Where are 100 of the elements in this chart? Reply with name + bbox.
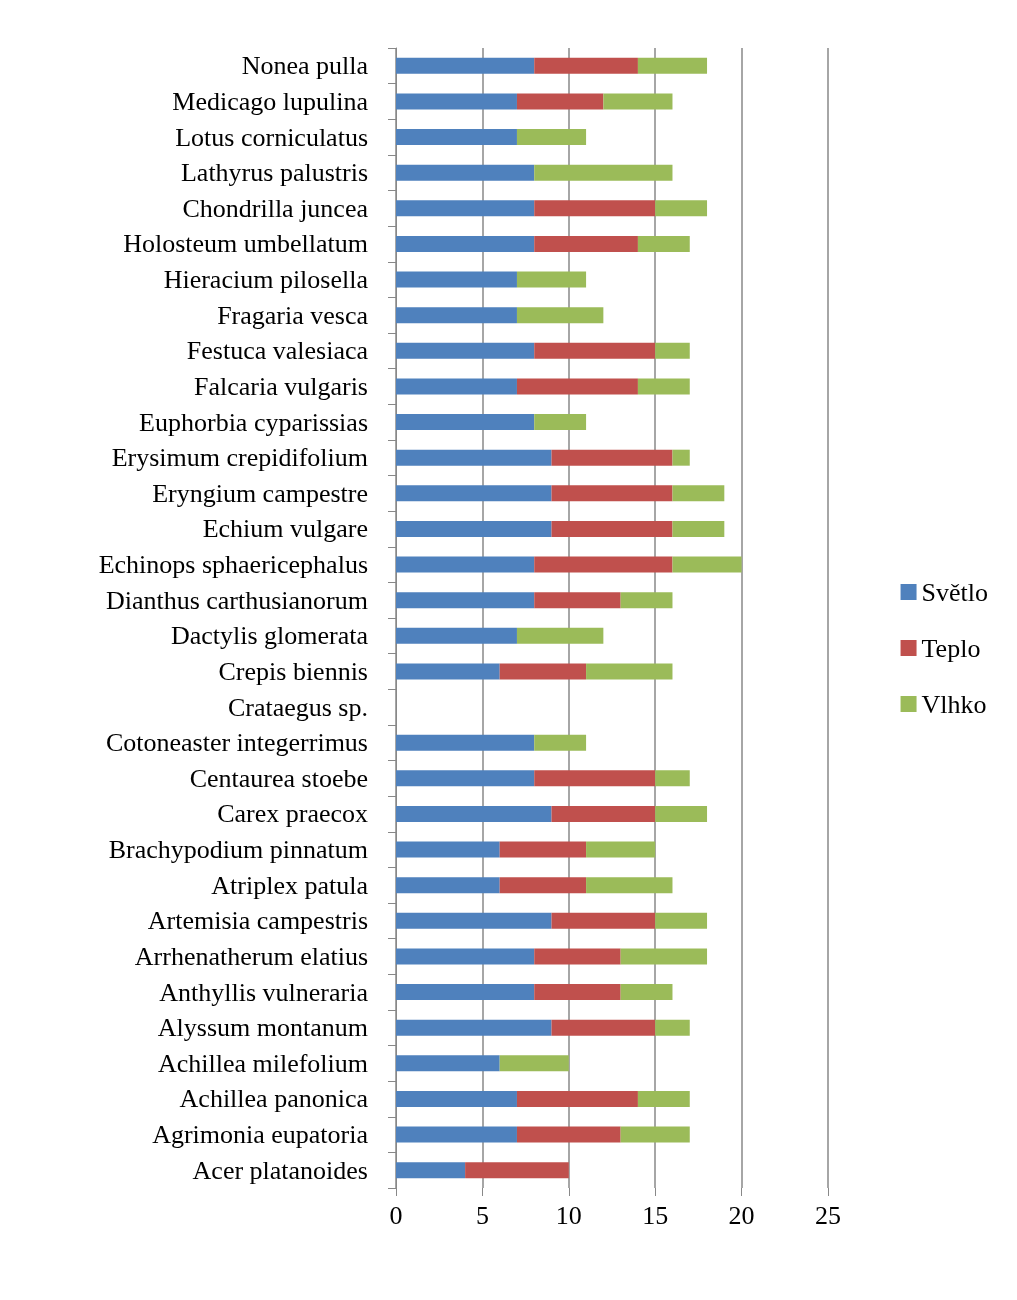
bar bbox=[672, 556, 742, 573]
bar bbox=[551, 912, 656, 929]
bar bbox=[396, 342, 535, 359]
y-tick-label: Dactylis glomerata bbox=[170, 621, 369, 651]
bar bbox=[499, 877, 587, 894]
legend-label: Teplo bbox=[921, 633, 981, 663]
y-tick-label: Artemisia campestris bbox=[147, 906, 368, 936]
bar bbox=[672, 485, 725, 502]
bar bbox=[534, 984, 621, 1001]
bar bbox=[396, 912, 552, 929]
bar bbox=[637, 235, 690, 252]
bar bbox=[396, 805, 552, 822]
bar bbox=[516, 271, 587, 288]
bar bbox=[516, 1090, 638, 1107]
y-tick-label: Acer platanoides bbox=[192, 1155, 368, 1185]
bar bbox=[586, 841, 656, 858]
y-tick-label: Crataegus sp. bbox=[227, 692, 368, 722]
bar bbox=[396, 556, 535, 573]
bar bbox=[655, 342, 690, 359]
y-tick-label: Chondrilla juncea bbox=[182, 193, 369, 223]
bar bbox=[655, 770, 690, 787]
bar bbox=[637, 378, 690, 395]
x-tick-label: 5 bbox=[475, 1200, 489, 1230]
bar bbox=[396, 841, 500, 858]
x-tick-label: 10 bbox=[555, 1200, 582, 1230]
bar bbox=[551, 485, 673, 502]
bar bbox=[396, 520, 552, 537]
bar bbox=[534, 57, 638, 74]
bar bbox=[499, 841, 587, 858]
y-tick-label: Atriplex patula bbox=[211, 870, 369, 900]
bar bbox=[396, 93, 517, 110]
bar bbox=[396, 592, 535, 609]
bar bbox=[534, 556, 673, 573]
x-tick-label: 0 bbox=[389, 1200, 403, 1230]
bar bbox=[655, 1019, 690, 1036]
bar bbox=[396, 378, 517, 395]
bar bbox=[396, 57, 535, 74]
bar bbox=[586, 877, 673, 894]
bar bbox=[672, 520, 725, 537]
bar bbox=[534, 342, 656, 359]
y-tick-label: Eryngium campestre bbox=[152, 478, 368, 508]
bar bbox=[396, 627, 517, 644]
bar bbox=[516, 378, 638, 395]
bar bbox=[396, 485, 552, 502]
bar bbox=[551, 1019, 656, 1036]
bar bbox=[534, 770, 656, 787]
bar bbox=[551, 520, 673, 537]
y-tick-label: Fragaria vesca bbox=[217, 300, 369, 330]
bar bbox=[516, 1126, 621, 1143]
bar bbox=[396, 271, 517, 288]
bar bbox=[465, 1162, 569, 1179]
y-tick-label: Crepis biennis bbox=[218, 656, 368, 686]
bar bbox=[396, 663, 500, 680]
bar bbox=[655, 200, 708, 217]
legend-label: Vlhko bbox=[921, 689, 987, 719]
bar bbox=[620, 1126, 690, 1143]
y-tick-label: Dianthus carthusianorum bbox=[105, 585, 368, 615]
y-tick-label: Lathyrus palustris bbox=[180, 158, 368, 188]
y-tick-label: Centaurea stoebe bbox=[189, 763, 368, 793]
y-tick-label: Falcaria vulgaris bbox=[194, 371, 368, 401]
bar bbox=[396, 1162, 466, 1179]
y-tick-label: Anthyllis vulneraria bbox=[159, 977, 369, 1007]
bar bbox=[534, 948, 621, 965]
legend-label: Světlo bbox=[921, 577, 989, 607]
bar bbox=[620, 592, 673, 609]
bar bbox=[534, 414, 587, 431]
bar bbox=[396, 770, 535, 787]
bar bbox=[637, 1090, 690, 1107]
bar bbox=[534, 200, 656, 217]
y-tick-label: Echinops sphaericephalus bbox=[98, 550, 368, 580]
y-tick-label: Carex praecox bbox=[217, 799, 368, 829]
bar bbox=[551, 805, 656, 822]
bar bbox=[499, 1055, 569, 1072]
bar bbox=[551, 449, 673, 466]
y-tick-label: Holosteum umbellatum bbox=[123, 229, 368, 259]
bar bbox=[396, 948, 535, 965]
bar bbox=[396, 164, 535, 181]
bar bbox=[516, 627, 604, 644]
y-tick-label: Hieracium pilosella bbox=[163, 265, 369, 295]
bar bbox=[396, 414, 535, 431]
bar bbox=[637, 57, 708, 74]
bar bbox=[499, 663, 587, 680]
bar bbox=[396, 877, 500, 894]
bar bbox=[620, 984, 673, 1001]
x-tick-label: 15 bbox=[642, 1200, 669, 1230]
bar bbox=[396, 1055, 500, 1072]
bar bbox=[620, 948, 708, 965]
bar bbox=[516, 307, 604, 324]
bar bbox=[396, 984, 535, 1001]
bar bbox=[603, 93, 673, 110]
bar bbox=[516, 129, 587, 146]
y-tick-label: Festuca valesiaca bbox=[186, 336, 369, 366]
bar bbox=[586, 663, 673, 680]
y-tick-label: Achillea milefolium bbox=[157, 1048, 368, 1078]
y-tick-label: Cotoneaster integerrimus bbox=[105, 728, 368, 758]
x-tick-label: 25 bbox=[815, 1200, 841, 1230]
y-tick-label: Euphorbia cyparissias bbox=[139, 407, 368, 437]
bar bbox=[396, 129, 517, 146]
bar bbox=[396, 734, 535, 751]
bar bbox=[396, 200, 535, 217]
